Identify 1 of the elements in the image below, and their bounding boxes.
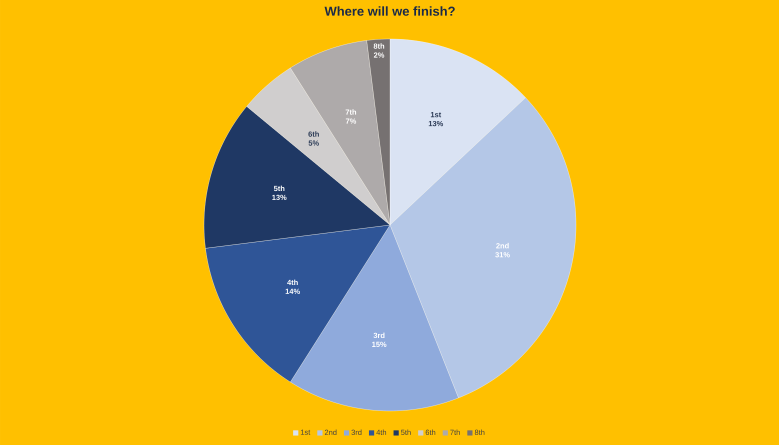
chart-title: Where will we finish? <box>324 6 455 16</box>
